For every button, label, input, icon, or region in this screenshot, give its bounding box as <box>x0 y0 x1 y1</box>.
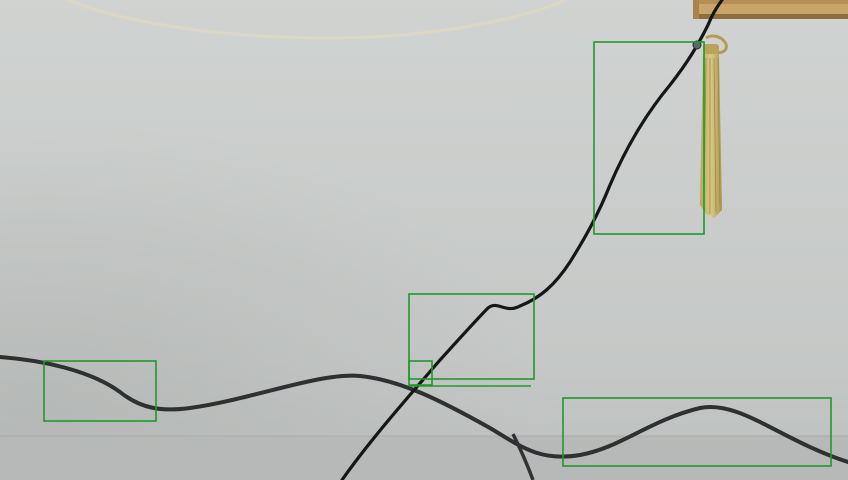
white-cable <box>66 0 567 40</box>
dark-cable-long <box>0 355 848 464</box>
wooden-shelf <box>693 0 848 19</box>
detection-boxes <box>43 41 832 467</box>
detection-box <box>562 397 832 467</box>
tassel <box>700 34 728 218</box>
detection-box <box>43 360 157 422</box>
floor-strip <box>0 436 848 480</box>
detection-box <box>408 293 535 380</box>
cable-clip <box>692 40 702 50</box>
detection-box <box>593 41 705 235</box>
black-cable-rising <box>340 0 724 480</box>
cable-stub <box>511 433 535 480</box>
detection-box <box>408 360 433 386</box>
